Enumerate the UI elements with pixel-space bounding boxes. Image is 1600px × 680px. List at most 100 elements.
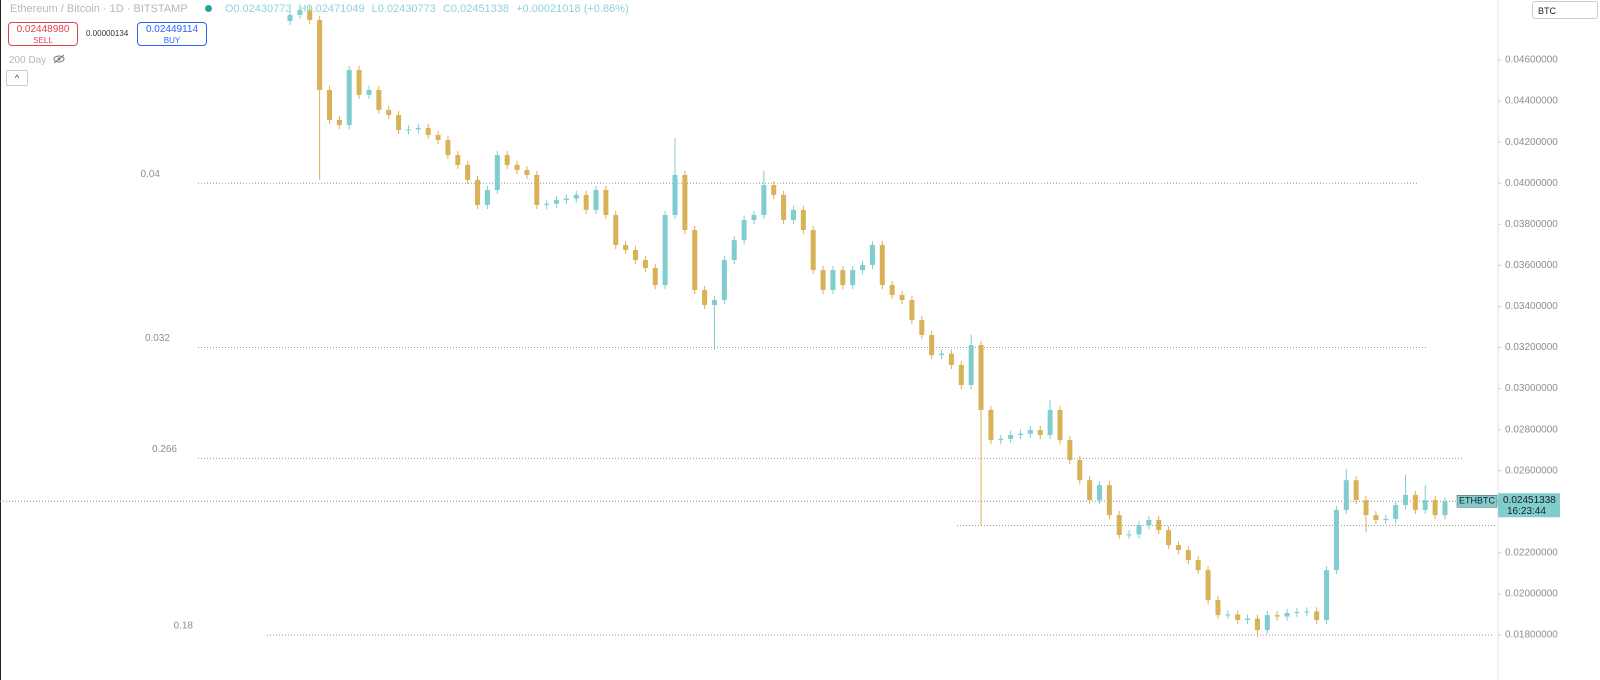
- candle-body: [1373, 515, 1379, 521]
- candle-body: [484, 189, 490, 205]
- candle-body: [1106, 485, 1112, 516]
- candle-body: [731, 240, 737, 261]
- candle-body: [1067, 440, 1073, 461]
- level-label: 0.266: [152, 444, 177, 455]
- candle-body: [633, 249, 639, 261]
- candle-body: [524, 170, 530, 175]
- candle-body: [761, 185, 767, 216]
- candle-body: [1412, 494, 1418, 510]
- candle-body: [1324, 570, 1330, 621]
- candle-body: [1205, 570, 1211, 601]
- currency-select[interactable]: BTC: [1532, 1, 1598, 19]
- candle-body: [366, 89, 372, 95]
- candle-body: [514, 164, 520, 171]
- symbol-tag-label: ETHBTC: [1459, 496, 1496, 506]
- candle-body: [711, 300, 717, 305]
- ohlc-close: C0.02451338: [442, 3, 510, 15]
- candle-body: [1185, 549, 1191, 561]
- candle-body: [1225, 614, 1231, 616]
- candle-body: [820, 270, 826, 290]
- candle-body: [909, 300, 915, 320]
- level-label: 0.032: [145, 333, 170, 344]
- candle-body: [336, 119, 342, 126]
- candle-body: [386, 109, 392, 116]
- level-label: 0.04: [141, 169, 161, 180]
- candle-body: [435, 134, 441, 141]
- y-tick-label: 0.04200000: [1505, 137, 1558, 148]
- y-tick-label: 0.02600000: [1505, 465, 1558, 476]
- candle-body: [1037, 430, 1043, 435]
- candle-body: [1096, 485, 1102, 501]
- candle-body: [613, 215, 619, 246]
- y-tick-label: 0.03600000: [1505, 260, 1558, 271]
- candle-body: [1254, 618, 1260, 631]
- candle-body: [1235, 614, 1241, 621]
- candle-body: [958, 364, 964, 386]
- ohlc-high: H0.02471049: [298, 3, 365, 15]
- candle-body: [534, 174, 540, 205]
- candle-body: [1077, 460, 1083, 481]
- candle-body: [1294, 612, 1300, 614]
- y-tick-label: 0.01800000: [1505, 630, 1558, 641]
- candle-body: [376, 89, 382, 110]
- candle-body: [415, 127, 421, 130]
- candle-body: [1156, 520, 1162, 531]
- candle-body: [603, 189, 609, 216]
- candle-body: [297, 9, 303, 15]
- candle-body: [307, 9, 313, 20]
- y-tick-label: 0.04600000: [1505, 55, 1558, 66]
- price-tag-value: 0.02451338: [1503, 495, 1556, 506]
- chart-header: Ethereum / Bitcoin · 1D · BITSTAMP O0.02…: [10, 3, 633, 15]
- candle-body: [326, 89, 332, 120]
- candle-body: [1175, 545, 1181, 550]
- candle-body: [1363, 500, 1369, 516]
- candle-body: [317, 19, 323, 90]
- buy-label: BUY: [163, 36, 181, 45]
- candle-body: [1343, 480, 1349, 510]
- candle-body: [494, 155, 500, 190]
- candle-body: [998, 438, 1004, 441]
- candle-body: [741, 219, 747, 241]
- candle-body: [346, 70, 352, 126]
- candle-body: [396, 115, 402, 131]
- sell-label: SELL: [33, 36, 53, 45]
- candle-body: [642, 260, 648, 269]
- candle-body: [356, 70, 362, 95]
- collapse-button[interactable]: ^: [6, 70, 28, 86]
- candle-body: [1284, 613, 1290, 617]
- candle-body: [583, 194, 589, 210]
- y-tick-label: 0.03400000: [1505, 301, 1558, 312]
- candle-body: [692, 230, 698, 290]
- sell-button[interactable]: 0.02448980 SELL: [8, 22, 78, 46]
- level-label: 0.18: [174, 621, 194, 632]
- candle-body: [287, 14, 293, 21]
- buy-button[interactable]: 0.02449114 BUY: [137, 22, 207, 46]
- y-tick-label: 0.03200000: [1505, 342, 1558, 353]
- candle-body: [593, 189, 599, 210]
- candle-body: [573, 194, 579, 199]
- candle-body: [405, 129, 411, 131]
- candle-body: [988, 409, 994, 441]
- candle-body: [475, 179, 481, 205]
- candle-body: [939, 353, 945, 356]
- y-tick-label: 0.04000000: [1505, 178, 1558, 189]
- candle-body: [455, 155, 461, 165]
- candle-body: [1442, 501, 1448, 516]
- symbol-tag: [1456, 495, 1498, 508]
- indicator-name: 200 Day: [9, 55, 47, 66]
- indicator[interactable]: 200 Day: [9, 53, 65, 66]
- candle-body: [929, 334, 935, 356]
- candle-body: [623, 245, 629, 250]
- candle-body: [1087, 480, 1093, 501]
- ohlc-change: +0.00021018 (+0.86%): [516, 3, 629, 15]
- candle-body: [1333, 509, 1339, 571]
- status-dot: [204, 5, 212, 12]
- eye-icon[interactable]: [53, 54, 65, 64]
- candle-body: [1018, 433, 1024, 435]
- y-tick-label: 0.02800000: [1505, 424, 1558, 435]
- currency: BTC: [1538, 6, 1556, 16]
- y-tick-label: 0.03800000: [1505, 219, 1558, 230]
- candle-body: [554, 200, 560, 204]
- candle-body: [1245, 618, 1251, 621]
- candle-body: [860, 264, 866, 271]
